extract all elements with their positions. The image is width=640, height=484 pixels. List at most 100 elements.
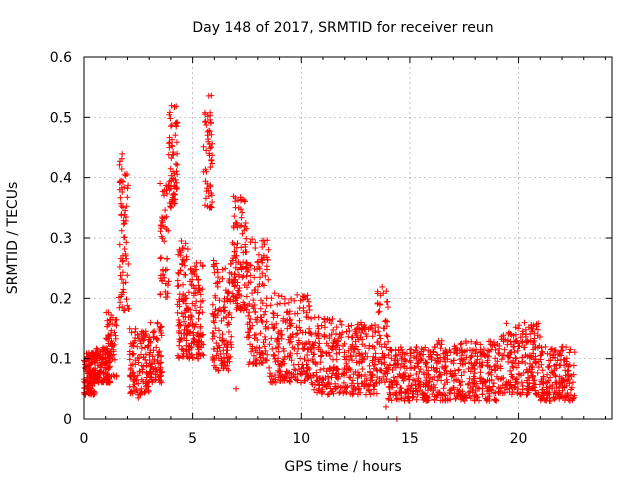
data-point (236, 285, 243, 291)
data-point (138, 376, 145, 383)
y-axis-label: SRMTID / TECUs (5, 182, 21, 295)
data-point (261, 241, 268, 248)
data-point (96, 348, 103, 355)
data-point (188, 351, 195, 358)
data-point (120, 234, 127, 241)
data-point (211, 362, 218, 369)
data-point (116, 241, 123, 248)
data-point (377, 335, 384, 342)
data-point (184, 246, 191, 253)
data-point (295, 361, 302, 368)
data-point (216, 344, 223, 351)
chart-title: Day 148 of 2017, SRMTID for receiver reu… (192, 20, 493, 36)
data-point (121, 246, 128, 252)
data-point (145, 388, 152, 395)
data-point (311, 386, 318, 393)
data-point (433, 368, 440, 375)
data-point (232, 264, 239, 271)
data-point (246, 319, 253, 326)
data-point (181, 326, 188, 333)
data-point (545, 364, 552, 371)
data-point (117, 194, 124, 201)
data-point (108, 337, 115, 344)
data-point (238, 266, 245, 273)
data-point (171, 104, 178, 110)
data-point (278, 293, 285, 300)
data-point (124, 272, 131, 279)
data-point (231, 213, 238, 220)
data-point (142, 344, 148, 351)
data-point (174, 119, 180, 126)
data-point (183, 332, 190, 338)
data-point (228, 333, 235, 340)
data-point (134, 372, 141, 379)
data-point (106, 332, 113, 339)
data-point (255, 251, 262, 258)
data-point (266, 364, 273, 371)
data-point (259, 237, 266, 244)
data-point (297, 355, 304, 362)
data-point (216, 278, 223, 285)
data-point (140, 354, 147, 361)
data-point (126, 305, 132, 312)
data-point (316, 340, 323, 347)
data-point (168, 155, 175, 162)
data-point (534, 326, 541, 333)
data-point (127, 366, 134, 373)
data-point (120, 178, 126, 185)
data-point (92, 349, 99, 356)
data-point (209, 357, 216, 363)
data-point (408, 346, 415, 353)
data-point (229, 239, 236, 246)
data-point (229, 290, 236, 297)
data-point (263, 357, 270, 364)
data-point (375, 309, 382, 316)
data-point (212, 325, 219, 332)
data-point (226, 321, 232, 328)
x-tick-label: 0 (80, 431, 89, 447)
data-point (223, 296, 230, 302)
data-point (125, 261, 132, 267)
data-point (383, 299, 390, 305)
data-point (270, 353, 277, 359)
data-point (265, 276, 272, 283)
data-point (213, 280, 219, 287)
data-point (93, 345, 100, 352)
data-point (134, 331, 141, 338)
data-point (154, 320, 161, 327)
data-point (254, 259, 261, 266)
data-point (221, 354, 227, 361)
data-point (123, 203, 130, 210)
data-point (233, 385, 240, 392)
data-point (157, 255, 164, 262)
data-point (224, 347, 231, 354)
data-point (189, 320, 196, 327)
data-point (258, 359, 265, 366)
data-point (501, 346, 508, 353)
data-point (218, 308, 225, 315)
data-point (174, 171, 181, 178)
data-point (92, 365, 99, 372)
data-point (333, 350, 340, 357)
data-point (208, 131, 215, 138)
x-tick-label: 15 (401, 431, 419, 447)
data-point (570, 379, 576, 386)
data-point (102, 347, 109, 354)
data-point (242, 243, 249, 250)
data-point (211, 319, 218, 326)
data-point (294, 350, 301, 357)
data-point (214, 266, 221, 273)
data-point (247, 316, 254, 322)
data-point (233, 219, 240, 226)
data-point (375, 328, 382, 335)
data-point (207, 145, 214, 152)
data-point (345, 333, 352, 340)
data-point (182, 322, 189, 329)
data-point (154, 371, 161, 378)
data-point (117, 272, 124, 279)
data-point (281, 295, 288, 302)
data-point (244, 284, 250, 291)
data-point (181, 309, 188, 316)
data-point (146, 357, 153, 364)
data-point (104, 323, 111, 330)
